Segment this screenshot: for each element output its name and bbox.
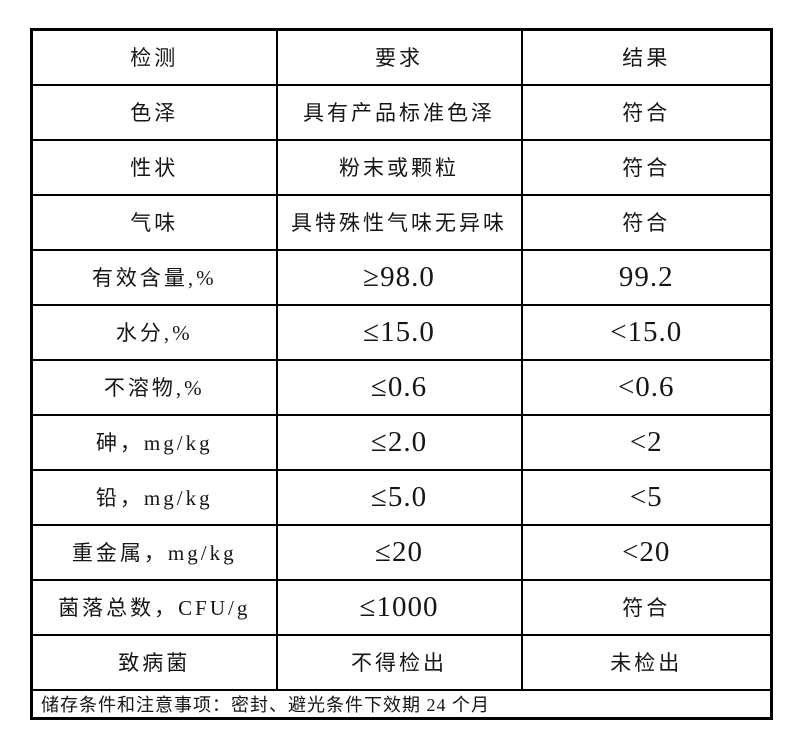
requirement-cell: ≤15.0 [275,303,523,361]
requirement-cell: ≤2.0 [275,413,523,471]
table-row: 气味 具特殊性气味无异味 符合 [30,193,773,251]
result-cell: 符合 [520,138,773,196]
result-cell: <20 [520,523,773,581]
test-name-cell: 色泽 [30,83,278,141]
requirement-cell: 粉末或颗粒 [275,138,523,196]
column-header-test: 检测 [30,28,278,86]
table-row: 水分,% ≤15.0 <15.0 [30,303,773,361]
test-name-cell: 性状 [30,138,278,196]
result-cell: <5 [520,468,773,526]
table-footer-row: 储存条件和注意事项：密封、避光条件下效期 24 个月 [30,688,773,719]
table-row: 性状 粉末或颗粒 符合 [30,138,773,196]
result-cell: 符合 [520,578,773,636]
requirement-cell: 不得检出 [275,633,523,691]
inspection-table: 检测 要求 结果 色泽 具有产品标准色泽 符合 性状 粉末或颗粒 符合 气味 具… [30,28,773,720]
requirement-cell: 具有产品标准色泽 [275,83,523,141]
result-cell: <0.6 [520,358,773,416]
test-name-cell: 不溶物,% [30,358,278,416]
table-row: 铅，mg/kg ≤5.0 <5 [30,468,773,526]
requirement-cell: ≤0.6 [275,358,523,416]
table-row: 砷，mg/kg ≤2.0 <2 [30,413,773,471]
test-name-cell: 铅，mg/kg [30,468,278,526]
test-name-cell: 致病菌 [30,633,278,691]
table-row: 菌落总数，CFU/g ≤1000 符合 [30,578,773,636]
table-row: 有效含量,% ≥98.0 99.2 [30,248,773,306]
table-row: 不溶物,% ≤0.6 <0.6 [30,358,773,416]
result-cell: <15.0 [520,303,773,361]
table-row: 重金属，mg/kg ≤20 <20 [30,523,773,581]
test-name-cell: 有效含量,% [30,248,278,306]
table-header-row: 检测 要求 结果 [30,28,773,86]
test-name-cell: 菌落总数，CFU/g [30,578,278,636]
inspection-report-document: 检测 要求 结果 色泽 具有产品标准色泽 符合 性状 粉末或颗粒 符合 气味 具… [30,28,773,720]
requirement-cell: 具特殊性气味无异味 [275,193,523,251]
requirement-cell: ≤5.0 [275,468,523,526]
requirement-cell: ≤1000 [275,578,523,636]
column-header-result: 结果 [520,28,773,86]
column-header-requirement: 要求 [275,28,523,86]
test-name-cell: 气味 [30,193,278,251]
result-cell: 未检出 [520,633,773,691]
result-cell: 符合 [520,193,773,251]
result-cell: 符合 [520,83,773,141]
test-name-cell: 水分,% [30,303,278,361]
requirement-cell: ≥98.0 [275,248,523,306]
table-row: 致病菌 不得检出 未检出 [30,633,773,691]
test-name-cell: 砷，mg/kg [30,413,278,471]
table-row: 色泽 具有产品标准色泽 符合 [30,83,773,141]
requirement-cell: ≤20 [275,523,523,581]
test-name-cell: 重金属，mg/kg [30,523,278,581]
result-cell: <2 [520,413,773,471]
storage-conditions-note: 储存条件和注意事项：密封、避光条件下效期 24 个月 [30,688,773,719]
result-cell: 99.2 [520,248,773,306]
